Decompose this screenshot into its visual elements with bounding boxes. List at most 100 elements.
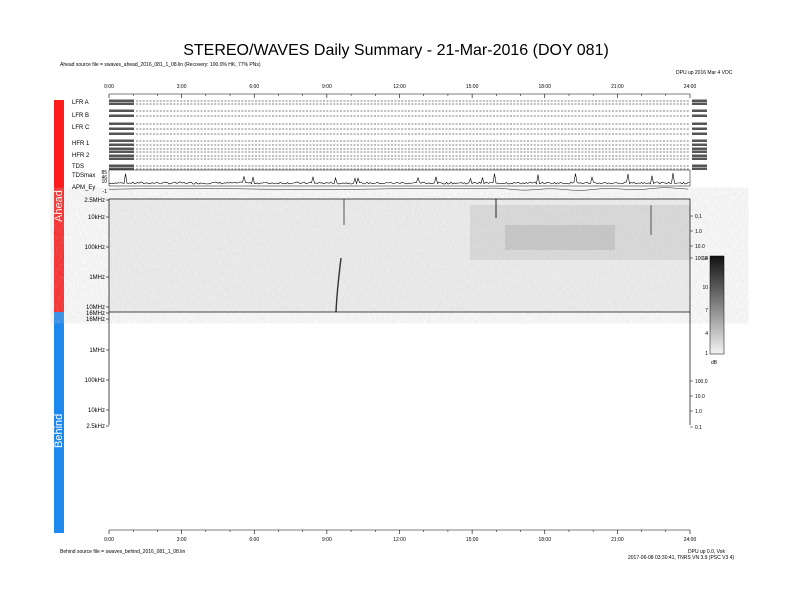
summary-row-legend [109, 102, 134, 105]
colorbar-tick-label: 7 [705, 308, 708, 314]
summary-row-legend [109, 127, 134, 130]
summary-row-legend-right [692, 167, 707, 170]
panel-label: APM_Ey [72, 185, 95, 191]
ahead-freq-label: 100kHz [85, 245, 105, 251]
summary-row-legend-right [692, 154, 707, 157]
summary-row-legend [109, 157, 134, 160]
version-info: 2017-06-08 03:30:41, TNRS VN 3.9 (PSC V3… [628, 555, 735, 561]
bottom-time-tick-label: 12:00 [393, 537, 406, 543]
behind-right-label: 100.0 [695, 379, 708, 385]
ahead-spectrum-enhanced-core [505, 225, 615, 250]
bottom-time-tick-label: 3:00 [177, 537, 187, 543]
top-time-tick-label: 9:00 [322, 84, 332, 90]
dpu-info: DPU up 2016 Mar 4 VOC [676, 70, 733, 76]
tdsmax-tick-label: 10 [101, 179, 107, 185]
colorbar-tick-label: 1 [705, 351, 708, 357]
ahead-freq-label: 2.5MHz [84, 198, 105, 204]
top-time-tick-label: 15:00 [466, 84, 479, 90]
panel-label: TDSmax [72, 173, 95, 179]
colorbar-unit: dB [711, 360, 718, 366]
behind-freq-label: 1MHz [89, 348, 105, 354]
summary-row-legend [109, 99, 134, 102]
summary-row-legend-right [692, 102, 707, 105]
bottom-time-tick-label: 15:00 [466, 537, 479, 543]
ahead-freq-label: 10kHz [88, 215, 105, 221]
summary-row-legend [109, 143, 134, 146]
page-title: STEREO/WAVES Daily Summary - 21-Mar-2016… [183, 42, 609, 59]
panel-label: TDS [72, 164, 84, 170]
behind-right-label: 10.0 [695, 394, 705, 400]
top-time-tick-label: 21:00 [611, 84, 624, 90]
summary-row-legend [109, 109, 134, 112]
top-time-tick-label: 12:00 [393, 84, 406, 90]
colorbar [709, 255, 725, 355]
bottom-time-tick-label: 21:00 [611, 537, 624, 543]
panel-label: HFR 2 [72, 153, 90, 159]
behind-freq-label: 10kHz [88, 408, 105, 414]
panel-label: LFR A [72, 100, 89, 106]
summary-row-legend-right [692, 99, 707, 102]
summary-row-legend-right [692, 147, 707, 150]
behind-freq-label: 16MHz [86, 317, 105, 323]
ahead-right-label: 100.0 [695, 256, 708, 262]
colorbar-tick-label: 10 [702, 285, 708, 291]
summary-row-legend [109, 154, 134, 157]
dpu-info-bottom: DPU up 0.0, Vok [688, 549, 725, 555]
summary-row-legend-right [692, 114, 707, 117]
summary-row-legend [109, 150, 134, 153]
summary-row-legend [109, 167, 134, 170]
summary-row-legend-right [692, 143, 707, 146]
tdsmax-tick-label: 46 [101, 175, 107, 181]
summary-row-legend-right [692, 127, 707, 130]
ahead-freq-label: 10MHz [86, 305, 105, 311]
behind-freq-label: 2.5kHz [86, 424, 105, 430]
panel-label: LFR C [72, 125, 90, 131]
ahead-right-label: 0.1 [695, 214, 702, 220]
bottom-time-tick-label: 6:00 [249, 537, 259, 543]
bottom-time-tick-label: 9:00 [322, 537, 332, 543]
tdsmax-tick-label: 85 [101, 170, 107, 176]
top-time-tick-label: 3:00 [177, 84, 187, 90]
type-iii-burst-trace [335, 257, 342, 313]
summary-row-legend-right [692, 132, 707, 135]
summary-row-legend [109, 122, 134, 125]
top-time-tick-label: 24:00 [684, 84, 697, 90]
panel-label: HFR 1 [72, 141, 90, 147]
apm-ey-trace [109, 187, 689, 191]
summary-row-legend-right [692, 157, 707, 160]
panel-label: LFR B [72, 113, 89, 119]
behind-freq-label: 100kHz [85, 378, 105, 384]
behind-right-label: 0.1 [695, 425, 702, 431]
top-time-tick-label: 18:00 [538, 84, 551, 90]
top-time-tick-label: 6:00 [249, 84, 259, 90]
summary-row-legend [109, 139, 134, 142]
top-time-tick-label: 0:00 [104, 84, 114, 90]
summary-row-legend [109, 164, 134, 167]
ahead-right-label: 10.0 [695, 244, 705, 250]
bottom-time-tick-label: 18:00 [538, 537, 551, 543]
summary-row-legend-right [692, 139, 707, 142]
summary-row-legend-right [692, 164, 707, 167]
behind-strip [54, 312, 64, 533]
summary-row-legend-right [692, 109, 707, 112]
summary-row-legend-right [692, 122, 707, 125]
ahead-freq-label: 1MHz [89, 275, 105, 281]
colorbar-tick-label: 14 [702, 256, 708, 262]
apm-tick-label: -1 [103, 189, 108, 195]
tdsmax-frame [108, 169, 691, 187]
ahead-spectrum-noise [109, 199, 690, 312]
behind-source-file: Behind source file = swaves_behind_2016_… [60, 549, 186, 555]
colorbar-tick-label: 4 [705, 331, 708, 337]
tdsmax-trace [108, 172, 690, 185]
ahead-freq-label: 16MHz [86, 311, 105, 317]
summary-row-legend [109, 147, 134, 150]
ahead-spectrum-frame [108, 198, 691, 313]
summary-row-legend [109, 132, 134, 135]
ahead-strip [54, 100, 64, 312]
bottom-time-tick-label: 24:00 [684, 537, 697, 543]
ahead-source-file: Ahead source file = swaves_ahead_2016_08… [60, 62, 261, 68]
summary-row-legend [109, 114, 134, 117]
summary-row-legend-right [692, 150, 707, 153]
behind-right-label: 1.0 [695, 409, 702, 415]
